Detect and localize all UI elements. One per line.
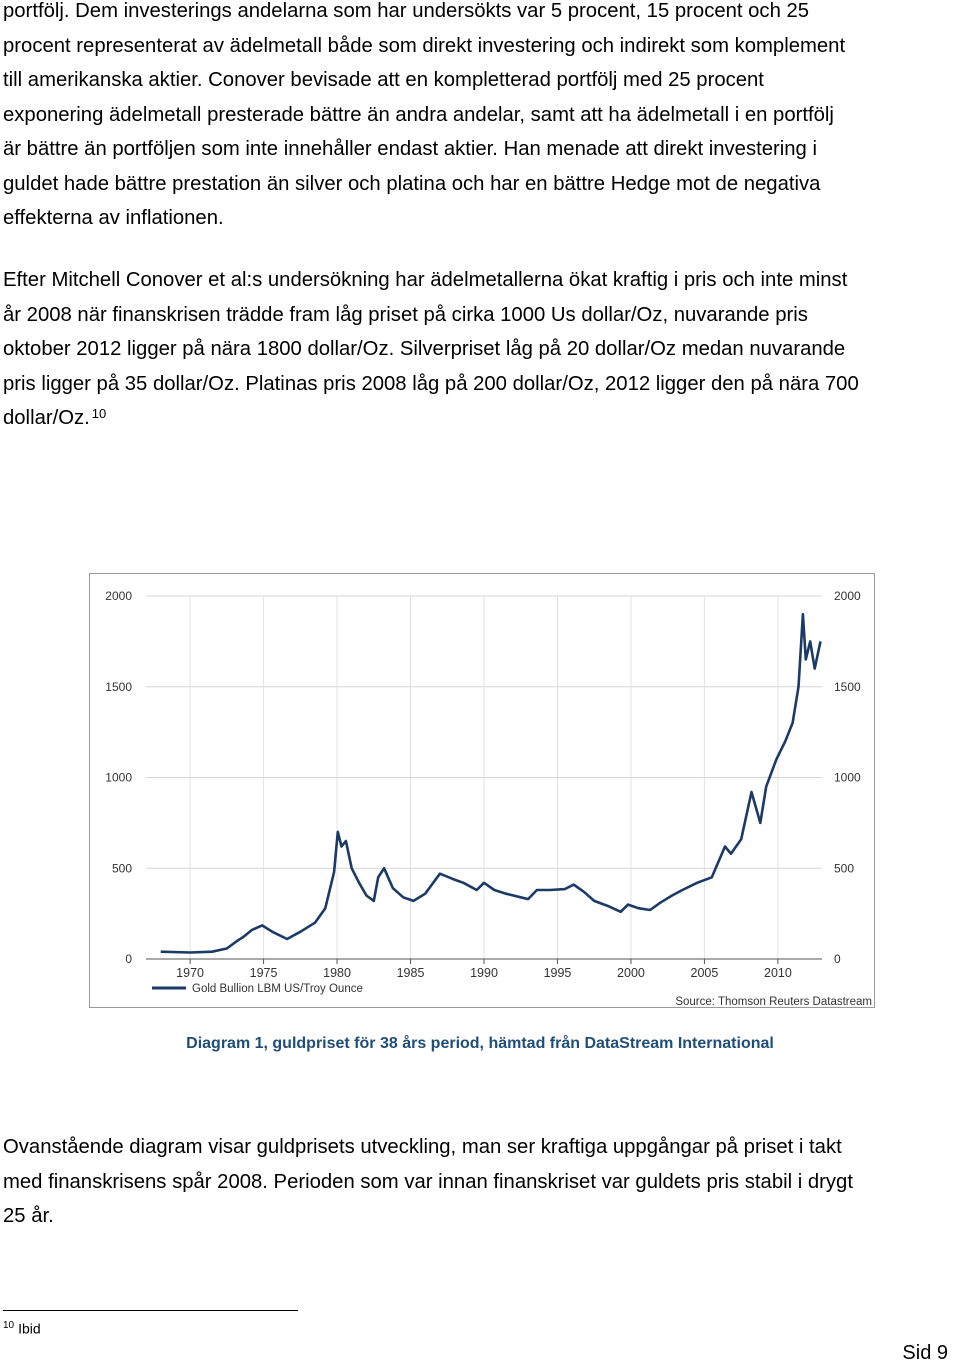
- text-line: Efter Mitchell Conover et al:s undersökn…: [3, 269, 848, 291]
- paragraph-metal-prices: Efter Mitchell Conover et al:s undersökn…: [3, 263, 953, 438]
- y-tick-label-right: 2000: [834, 589, 861, 603]
- legend-label: Gold Bullion LBM US/Troy Ounce: [192, 983, 363, 995]
- y-tick-label-right: 500: [834, 861, 854, 875]
- x-tick-label: 1995: [544, 966, 572, 980]
- figure-caption: Diagram 1, guldpriset för 38 års period,…: [186, 1035, 774, 1052]
- x-tick-label: 1990: [470, 966, 498, 980]
- x-tick-label: 1980: [323, 966, 351, 980]
- y-tick-label-right: 0: [834, 952, 841, 966]
- text-line: Ovanstående diagram visar guldprisets ut…: [3, 1136, 842, 1158]
- text-line: procent representerat av ädelmetall både…: [3, 34, 846, 57]
- footnote-reference[interactable]: 10: [91, 406, 107, 421]
- y-tick-label-left: 1000: [105, 771, 132, 785]
- text-line: med finanskrisens spår 2008. Perioden so…: [3, 1170, 853, 1193]
- text-line: exponering ädelmetall presterade bättre …: [3, 103, 834, 126]
- x-tick-label: 2005: [691, 966, 719, 980]
- chart-svg: 2000 1500 1000 500 0 2000 1500 1000 500 0 1970 1975…: [105, 589, 872, 1008]
- x-tick-label: 1985: [397, 966, 425, 980]
- footnote: 10 Ibid: [3, 1320, 41, 1337]
- footnote-number: 10: [3, 1320, 15, 1331]
- text-line: pris ligger på 35 dollar/Oz. Platinas pr…: [3, 372, 859, 395]
- page-number: Sid 9: [902, 1342, 948, 1364]
- gold-price-chart: 2000 1500 1000 500 0 2000 1500 1000 500 0 1970 1975…: [89, 573, 875, 1008]
- text-line: effekterna av inflationen.: [3, 207, 224, 229]
- x-tick-label: 2010: [764, 966, 792, 980]
- x-tick-label: 1975: [250, 966, 278, 980]
- chart-source: Source: Thomson Reuters Datastream: [675, 996, 872, 1008]
- text-line: dollar/Oz. 10: [3, 406, 107, 429]
- y-tick-label-left: 2000: [105, 589, 132, 603]
- paragraph-intro: portfölj. Dem investerings andelarna som…: [3, 0, 953, 236]
- footnote-text: Ibid: [18, 1320, 41, 1337]
- x-tick-label: 2000: [617, 966, 645, 980]
- x-tick-label: 1970: [176, 966, 204, 980]
- y-tick-label-left: 500: [112, 861, 132, 875]
- y-tick-label-left: 1500: [105, 680, 132, 694]
- series-line-gold: [160, 612, 822, 954]
- y-tick-label-right: 1500: [834, 680, 861, 694]
- text-line: är bättre än portföljen som inte innehål…: [3, 138, 817, 160]
- footnote-divider: [3, 1310, 298, 1311]
- text-line: oktober 2012 ligger på nära 1800 dollar/…: [3, 338, 846, 360]
- text-line: 25 år.: [3, 1205, 54, 1227]
- text-line: till amerikanska aktier. Conover bevisad…: [3, 69, 764, 91]
- text-line: år 2008 när finanskrisen trädde fram låg…: [3, 303, 808, 326]
- y-tick-label-right: 1000: [834, 771, 861, 785]
- text-line: guldet hade bättre prestation än silver …: [3, 172, 821, 195]
- text-line: portfölj. Dem investerings andelarna som…: [3, 0, 810, 22]
- y-tick-label-left: 0: [125, 952, 132, 966]
- paragraph-chart-commentary: Ovanstående diagram visar guldprisets ut…: [3, 1130, 953, 1234]
